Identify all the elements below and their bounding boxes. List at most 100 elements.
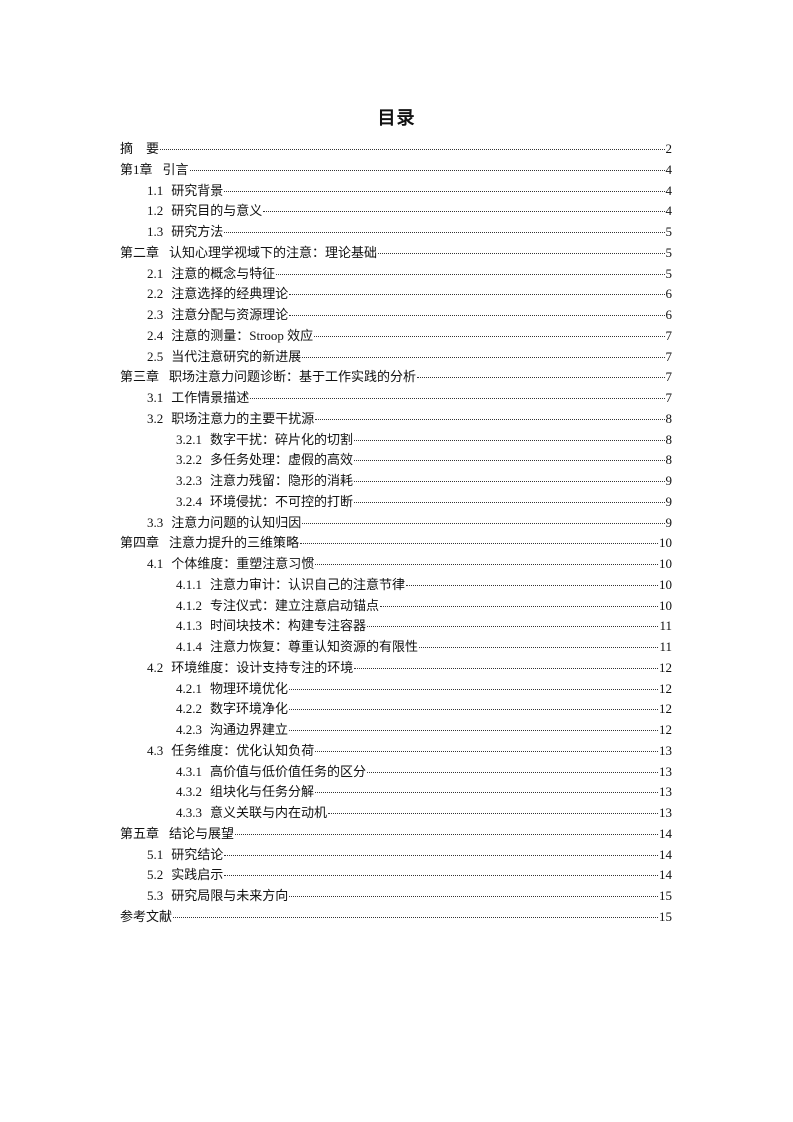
toc-entry-title: 数字干扰：碎片化的切割 (210, 431, 354, 447)
toc-entry[interactable]: 1.3 研究方法 5 (120, 222, 672, 243)
toc-entry-page: 14 (659, 867, 672, 883)
toc-entry-title: 环境维度：设计支持专注的环境 (171, 659, 354, 675)
toc-entry-number: 5.1 (147, 846, 164, 862)
toc-entry-number: 3.2 (147, 410, 164, 426)
toc-entry[interactable]: 4.3.1 高价值与低价值任务的区分 13 (120, 762, 672, 783)
toc-entry-number: 1.1 (147, 182, 164, 198)
toc-entry-title: 时间块技术：构建专注容器 (210, 618, 367, 634)
toc-entry[interactable]: 参考文献 15 (120, 907, 672, 928)
toc-entry[interactable]: 4.3.2 组块化与任务分解 13 (120, 782, 672, 803)
toc-entry[interactable]: 1.1 研究背景 4 (120, 181, 672, 202)
toc-entry-page: 8 (665, 431, 673, 447)
toc-entry-title: 任务维度：优化认知负荷 (171, 742, 315, 758)
toc-entry-number: 4.3.2 (176, 784, 202, 800)
toc-leader-dots (380, 605, 658, 607)
toc-entry[interactable]: 4.1.4 注意力恢复：尊重认知资源的有限性 11 (120, 637, 672, 658)
toc-leader-dots (314, 335, 665, 337)
toc-entry-title: 研究局限与未来方向 (171, 888, 289, 903)
toc-entry[interactable]: 第五章 结论与展望 14 (120, 824, 672, 845)
toc-entry[interactable]: 第四章 注意力提升的三维策略 10 (120, 533, 672, 554)
toc-entry-title: 职场注意力的主要干扰源 (171, 410, 315, 426)
toc-entry[interactable]: 2.3 注意分配与资源理论 6 (120, 305, 672, 326)
toc-entry[interactable]: 5.2 实践启示 14 (120, 865, 672, 886)
toc-entry-page: 10 (659, 556, 672, 571)
toc-entry[interactable]: 3.2 职场注意力的主要干扰源 8 (120, 409, 672, 430)
toc-entry[interactable]: 3.2.3 注意力残留：隐形的消耗 9 (120, 471, 672, 492)
toc-leader-dots (354, 481, 665, 482)
toc-leader-dots (300, 543, 658, 545)
toc-entry[interactable]: 4.2 环境维度：设计支持专注的环境 12 (120, 658, 672, 679)
toc-entry-number: 3.2.2 (176, 452, 202, 468)
toc-leader-dots (315, 750, 658, 752)
toc-entry-title: 物理环境优化 (210, 680, 289, 696)
toc-entry-page: 8 (665, 410, 673, 426)
toc-leader-dots (419, 647, 659, 648)
toc-entry-number: 4.3 (147, 742, 164, 758)
toc-entry[interactable]: 4.3.3 意义关联与内在动机 13 (120, 803, 672, 824)
toc-entry-page: 6 (665, 307, 673, 322)
toc-entry-title: 工作情景描述 (171, 390, 250, 405)
toc-entry[interactable]: 1.2 研究目的与意义 4 (120, 201, 672, 222)
toc-entry[interactable]: 2.2 注意选择的经典理论 6 (120, 284, 672, 305)
toc-entry-title: 高价值与低价值任务的区分 (210, 763, 367, 779)
toc-leader-dots (354, 439, 665, 441)
toc-entry[interactable]: 4.1.2 专注仪式：建立注意启动锚点 10 (120, 596, 672, 617)
toc-entry-title: 多任务处理：虚假的高效 (210, 452, 354, 468)
toc-entry[interactable]: 4.1.1 注意力审计：认识自己的注意节律 10 (120, 575, 672, 596)
toc-entry-title: 研究背景 (171, 182, 224, 198)
toc-entry[interactable]: 5.3 研究局限与未来方向 15 (120, 886, 672, 907)
toc-entry-page: 2 (665, 141, 673, 156)
toc-entry-number: 2.1 (147, 265, 164, 281)
toc-entry-title: 组块化与任务分解 (210, 784, 315, 800)
toc-leader-dots (354, 667, 658, 669)
toc-entry[interactable]: 3.2.4 环境侵扰：不可控的打断 9 (120, 492, 672, 513)
toc-entry-title: 研究方法 (171, 224, 224, 239)
toc-entry-number: 1.2 (147, 203, 164, 219)
toc-entry-number: 第1章 (120, 161, 153, 177)
toc-entry[interactable]: 4.1 个体维度：重塑注意习惯 10 (120, 554, 672, 575)
toc-entry[interactable]: 5.1 研究结论 14 (120, 845, 672, 866)
toc-entry[interactable]: 2.5 当代注意研究的新进展 7 (120, 347, 672, 368)
toc-entry[interactable]: 4.3 任务维度：优化认知负荷 13 (120, 741, 672, 762)
toc-entry[interactable]: 4.1.3 时间块技术：构建专注容器 11 (120, 616, 672, 637)
toc-entry-number: 1.3 (147, 224, 164, 239)
toc-entry[interactable]: 2.4 注意的测量：Stroop 效应 7 (120, 326, 672, 347)
toc-entry[interactable]: 3.3 注意力问题的认知归因 9 (120, 513, 672, 534)
toc-entry[interactable]: 4.2.1 物理环境优化 12 (120, 679, 672, 700)
toc-entry-page: 15 (659, 888, 672, 903)
toc-entry[interactable]: 3.2.1 数字干扰：碎片化的切割 8 (120, 430, 672, 451)
toc-entry[interactable]: 摘 要 2 (120, 139, 672, 160)
toc-entry[interactable]: 3.2.2 多任务处理：虚假的高效 8 (120, 450, 672, 471)
toc-entry-page: 12 (659, 659, 672, 675)
toc-entry-title: 职场注意力问题诊断：基于工作实践的分析 (169, 369, 417, 385)
toc-entry-number: 4.1.2 (176, 597, 202, 613)
toc-leader-dots (224, 190, 665, 192)
toc-entry[interactable]: 3.1 工作情景描述 7 (120, 388, 672, 409)
toc-entry[interactable]: 2.1 注意的概念与特征 5 (120, 264, 672, 285)
toc-entry[interactable]: 4.2.2 数字环境净化 12 (120, 699, 672, 720)
toc-leader-dots (276, 273, 665, 275)
toc-entry-page: 14 (659, 825, 672, 841)
toc-leader-dots (406, 584, 658, 586)
toc-entry-number: 4.2.1 (176, 680, 202, 696)
toc-entry-page: 7 (665, 327, 673, 343)
toc-entry-number: 2.2 (147, 286, 164, 302)
toc-entry-page: 13 (659, 763, 672, 779)
toc-entry[interactable]: 第三章 职场注意力问题诊断：基于工作实践的分析 7 (120, 367, 672, 388)
toc-entry-title: 注意力审计：认识自己的注意节律 (210, 576, 406, 592)
toc-entry-number: 3.1 (147, 390, 164, 405)
toc-leader-dots (315, 792, 658, 794)
toc-entry-number: 4.1.3 (176, 618, 202, 634)
toc-entry-title: 注意力恢复：尊重认知资源的有限性 (210, 639, 419, 654)
toc-entry-page: 6 (665, 286, 673, 302)
toc-entry-title: 数字环境净化 (210, 701, 289, 717)
toc-entry-title: 当代注意研究的新进展 (171, 348, 302, 364)
toc-leader-dots (289, 709, 658, 711)
toc-leader-dots (235, 833, 658, 835)
toc-entry[interactable]: 4.2.3 沟通边界建立 12 (120, 720, 672, 741)
toc-entry[interactable]: 第二章 认知心理学视域下的注意：理论基础 5 (120, 243, 672, 264)
toc-entry-number: 3.2.3 (176, 473, 202, 488)
toc-entry-title: 实践启示 (171, 867, 224, 883)
toc-entry-number: 2.5 (147, 348, 164, 364)
toc-entry[interactable]: 第1章 引言 4 (120, 160, 672, 181)
